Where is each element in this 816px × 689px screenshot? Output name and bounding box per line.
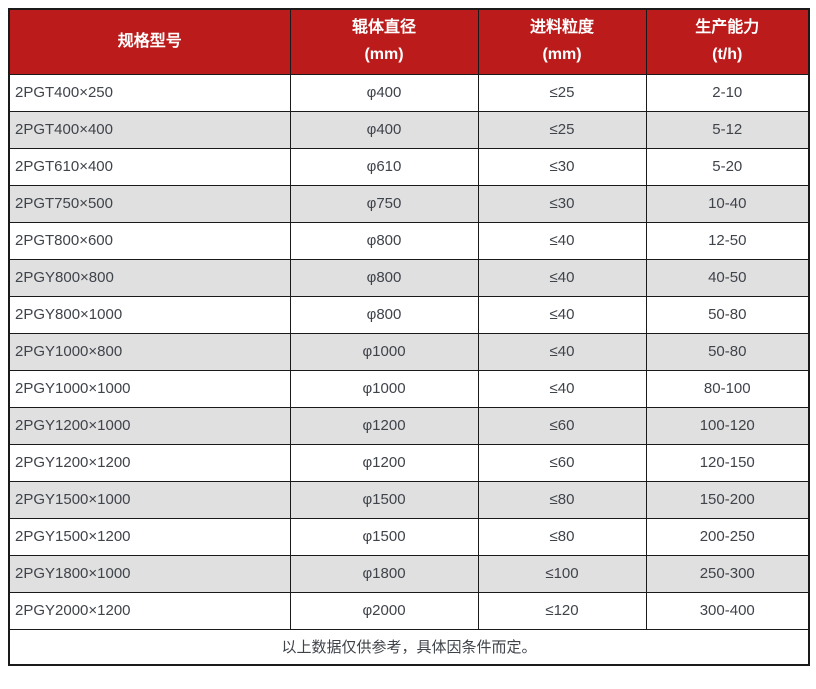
table-row: 2PGY800×800 φ800 ≤40 40-50 [8,258,810,297]
header-roller-diameter-title: 辊体直径 [351,19,416,37]
cell-feed-size: ≤80 [477,517,647,556]
cell-roller-diameter: φ400 [289,110,479,149]
cell-capacity: 2-10 [645,73,810,112]
cell-model: 2PGY800×1000 [8,295,291,334]
cell-feed-size: ≤40 [477,332,647,371]
header-feed-size-unit: (mm) [542,45,582,63]
cell-feed-size: ≤25 [477,73,647,112]
cell-feed-size: ≤60 [477,406,647,445]
cell-capacity: 120-150 [645,443,810,482]
cell-feed-size: ≤40 [477,221,647,260]
cell-capacity: 80-100 [645,369,810,408]
table-row: 2PGT400×250 φ400 ≤25 2-10 [8,73,810,112]
table-row: 2PGY2000×1200 φ2000 ≤120 300-400 [8,591,810,630]
cell-model: 2PGY1200×1000 [8,406,291,445]
cell-feed-size: ≤60 [477,443,647,482]
cell-roller-diameter: φ800 [289,258,479,297]
cell-model: 2PGT750×500 [8,184,291,223]
cell-model: 2PGT400×250 [8,73,291,112]
cell-roller-diameter: φ1800 [289,554,479,593]
cell-feed-size: ≤100 [477,554,647,593]
cell-capacity: 200-250 [645,517,810,556]
table-row: 2PGY1200×1200 φ1200 ≤60 120-150 [8,443,810,482]
cell-feed-size: ≤40 [477,295,647,334]
cell-model: 2PGY1500×1200 [8,517,291,556]
header-feed-size-title: 进料粒度 [529,19,594,37]
table-row: 2PGY1000×1000 φ1000 ≤40 80-100 [8,369,810,408]
cell-feed-size: ≤25 [477,110,647,149]
header-row: 规格型号 辊体直径 (mm) 进料粒度 (mm) 生产能力 (t/h) [8,8,810,75]
cell-capacity: 150-200 [645,480,810,519]
cell-feed-size: ≤40 [477,369,647,408]
cell-model: 2PGT800×600 [8,221,291,260]
table-row: 2PGY1500×1200 φ1500 ≤80 200-250 [8,517,810,556]
table-row: 2PGT800×600 φ800 ≤40 12-50 [8,221,810,260]
cell-roller-diameter: φ800 [289,221,479,260]
cell-feed-size: ≤40 [477,258,647,297]
header-capacity-title: 生产能力 [695,19,760,37]
table-row: 2PGY1800×1000 φ1800 ≤100 250-300 [8,554,810,593]
spec-table: 规格型号 辊体直径 (mm) 进料粒度 (mm) 生产能力 (t/h) 2PGT… [8,8,810,666]
table-header: 规格型号 辊体直径 (mm) 进料粒度 (mm) 生产能力 (t/h) [8,8,810,75]
cell-capacity: 50-80 [645,332,810,371]
cell-capacity: 5-12 [645,110,810,149]
cell-capacity: 40-50 [645,258,810,297]
header-model-title: 规格型号 [117,32,182,50]
cell-model: 2PGY1500×1000 [8,480,291,519]
table-row: 2PGT610×400 φ610 ≤30 5-20 [8,147,810,186]
cell-capacity: 50-80 [645,295,810,334]
header-roller-diameter: 辊体直径 (mm) [289,8,479,75]
header-capacity-unit: (t/h) [712,45,743,63]
cell-roller-diameter: φ1500 [289,480,479,519]
table-footer: 以上数据仅供参考，具体因条件而定。 [8,628,810,666]
cell-roller-diameter: φ1000 [289,369,479,408]
cell-model: 2PGY1200×1200 [8,443,291,482]
cell-capacity: 100-120 [645,406,810,445]
cell-capacity: 250-300 [645,554,810,593]
header-feed-size: 进料粒度 (mm) [477,8,647,75]
cell-feed-size: ≤30 [477,184,647,223]
cell-feed-size: ≤80 [477,480,647,519]
cell-roller-diameter: φ1200 [289,406,479,445]
table-row: 2PGY1000×800 φ1000 ≤40 50-80 [8,332,810,371]
cell-model: 2PGY800×800 [8,258,291,297]
table-row: 2PGY1500×1000 φ1500 ≤80 150-200 [8,480,810,519]
header-roller-diameter-unit: (mm) [364,45,404,63]
footer-note: 以上数据仅供参考，具体因条件而定。 [8,628,810,666]
cell-model: 2PGY1800×1000 [8,554,291,593]
table-row: 2PGY1200×1000 φ1200 ≤60 100-120 [8,406,810,445]
cell-feed-size: ≤30 [477,147,647,186]
cell-model: 2PGY2000×1200 [8,591,291,630]
cell-roller-diameter: φ800 [289,295,479,334]
cell-model: 2PGT400×400 [8,110,291,149]
cell-roller-diameter: φ1500 [289,517,479,556]
table-row: 2PGT750×500 φ750 ≤30 10-40 [8,184,810,223]
header-capacity: 生产能力 (t/h) [645,8,810,75]
table-row: 2PGY800×1000 φ800 ≤40 50-80 [8,295,810,334]
cell-roller-diameter: φ400 [289,73,479,112]
footer-row: 以上数据仅供参考，具体因条件而定。 [8,628,810,666]
cell-model: 2PGY1000×800 [8,332,291,371]
cell-model: 2PGT610×400 [8,147,291,186]
cell-roller-diameter: φ750 [289,184,479,223]
cell-capacity: 5-20 [645,147,810,186]
cell-roller-diameter: φ610 [289,147,479,186]
cell-roller-diameter: φ1000 [289,332,479,371]
cell-model: 2PGY1000×1000 [8,369,291,408]
header-model: 规格型号 [8,8,291,75]
cell-capacity: 12-50 [645,221,810,260]
cell-roller-diameter: φ1200 [289,443,479,482]
cell-capacity: 300-400 [645,591,810,630]
table-row: 2PGT400×400 φ400 ≤25 5-12 [8,110,810,149]
cell-feed-size: ≤120 [477,591,647,630]
cell-capacity: 10-40 [645,184,810,223]
cell-roller-diameter: φ2000 [289,591,479,630]
table-body: 2PGT400×250 φ400 ≤25 2-10 2PGT400×400 φ400 ≤25… [8,73,810,630]
